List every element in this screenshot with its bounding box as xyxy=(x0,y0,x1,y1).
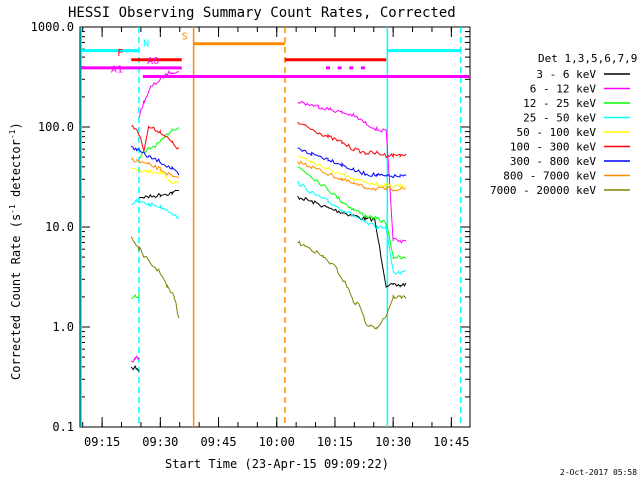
attenuator-lines xyxy=(80,27,462,427)
legend-label: 100 - 300 keV xyxy=(510,141,596,154)
series-line xyxy=(130,236,180,319)
legend-label: 6 - 12 keV xyxy=(530,83,597,96)
x-tick-label: 10:45 xyxy=(433,435,469,449)
y-axis-label-mid: detector xyxy=(9,139,23,204)
y-axis: 0.1 1.0 10.0 100.0 1000.0 xyxy=(31,20,470,434)
y-tick-label: 100.0 xyxy=(38,120,74,134)
y-axis-label-main: Corrected Count Rate (s xyxy=(9,214,23,380)
series-line xyxy=(130,293,140,300)
series-line xyxy=(297,180,407,276)
flag-dot xyxy=(325,66,330,70)
x-axis: 09:15 09:30 09:45 10:00 10:15 10:30 10:45 xyxy=(82,27,469,449)
flag-dot xyxy=(360,66,365,70)
x-axis-label: Start Time (23-Apr-15 09:09:22) xyxy=(165,457,389,471)
series-line xyxy=(297,154,407,188)
x-tick-label: 09:15 xyxy=(84,435,120,449)
series-lines xyxy=(130,70,407,372)
y-tick-label: 0.1 xyxy=(52,420,74,434)
flag-label: N xyxy=(143,39,149,50)
y-tick-label: 1000.0 xyxy=(31,20,74,34)
timestamp: 2-Oct-2017 05:58 xyxy=(560,468,637,477)
series-line xyxy=(131,125,180,152)
series-line xyxy=(130,365,140,372)
series-line xyxy=(138,70,180,118)
series-line xyxy=(297,240,407,330)
series-line xyxy=(131,167,180,185)
y-axis-label-sup1: -1 xyxy=(8,204,17,214)
y-tick-label: 1.0 xyxy=(52,320,74,334)
flag-label: A1 xyxy=(111,64,123,75)
legend-label: 50 - 100 keV xyxy=(517,126,597,139)
series-line xyxy=(297,147,407,179)
series-line xyxy=(130,157,180,179)
series-line xyxy=(297,101,406,244)
series-line xyxy=(138,127,180,160)
legend-title: Det 1,3,5,6,7,9 xyxy=(538,52,637,65)
flag-bars: N S F AO A1 xyxy=(81,32,470,78)
y-axis-label: Corrected Count Rate (s-1 detector-1) xyxy=(8,122,23,380)
x-tick-label: 10:15 xyxy=(317,435,353,449)
series-line xyxy=(297,160,407,192)
flag-dot xyxy=(337,66,342,70)
x-tick-label: 10:30 xyxy=(375,435,411,449)
legend-label: 12 - 25 keV xyxy=(523,97,596,110)
series-line xyxy=(131,198,180,219)
series-line xyxy=(297,121,407,159)
chart-title: HESSI Observing Summary Count Rates, Cor… xyxy=(68,5,456,21)
series-line xyxy=(131,355,140,363)
legend-label: 300 - 800 keV xyxy=(510,155,596,168)
flag-label: F xyxy=(117,48,123,59)
y-axis-label-sup2: -1 xyxy=(8,129,17,139)
flag-dot xyxy=(349,66,354,70)
y-axis-label-end: ) xyxy=(9,122,23,129)
series-line xyxy=(297,166,407,260)
legend-label: 7000 - 20000 keV xyxy=(490,184,596,197)
x-tick-label: 10:00 xyxy=(259,435,295,449)
x-tick-label: 09:45 xyxy=(200,435,236,449)
legend-label: 3 - 6 keV xyxy=(536,68,596,81)
series-line xyxy=(131,145,180,176)
legend-label: 800 - 7000 keV xyxy=(503,170,596,183)
legend-label: 25 - 50 keV xyxy=(523,112,596,125)
flag-label: AO xyxy=(147,56,159,67)
series-line xyxy=(139,189,179,199)
flag-label: S xyxy=(182,32,188,43)
y-tick-label: 10.0 xyxy=(45,220,74,234)
x-tick-label: 09:30 xyxy=(142,435,178,449)
